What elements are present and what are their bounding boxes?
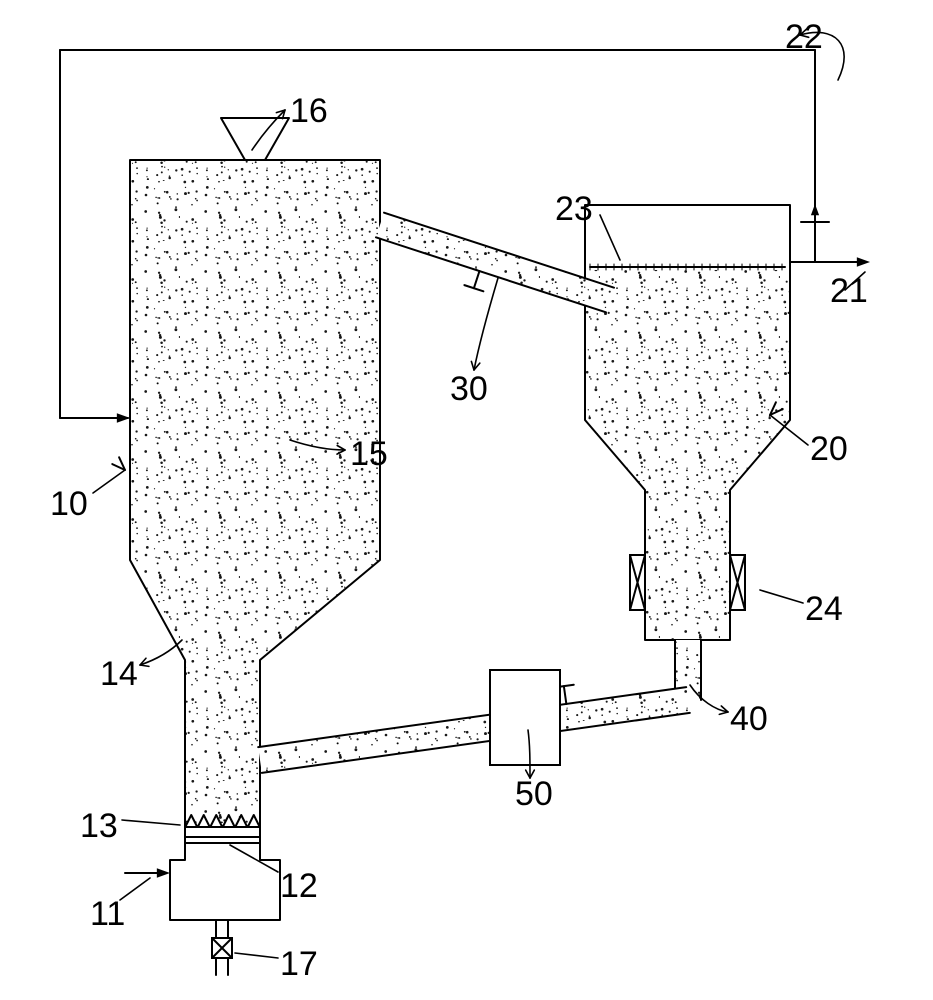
label-12: 12 xyxy=(280,867,318,906)
label-10: 10 xyxy=(50,485,88,524)
label-40: 40 xyxy=(730,700,768,739)
label-30: 30 xyxy=(450,370,488,409)
label-16: 16 xyxy=(290,92,328,131)
label-14: 14 xyxy=(100,655,138,694)
label-22: 22 xyxy=(785,18,823,57)
label-20: 20 xyxy=(810,430,848,469)
label-11: 11 xyxy=(90,895,125,934)
label-17: 17 xyxy=(280,945,318,984)
label-13: 13 xyxy=(80,807,118,846)
label-24: 24 xyxy=(805,590,843,629)
label-50: 50 xyxy=(515,775,553,814)
diagram-stage: 22 16 23 21 30 15 20 10 24 14 40 50 13 12 11 17 xyxy=(0,0,933,1000)
diagram-svg xyxy=(0,0,933,1000)
label-15: 15 xyxy=(350,435,388,474)
label-21: 21 xyxy=(830,272,868,311)
label-23: 23 xyxy=(555,190,593,229)
